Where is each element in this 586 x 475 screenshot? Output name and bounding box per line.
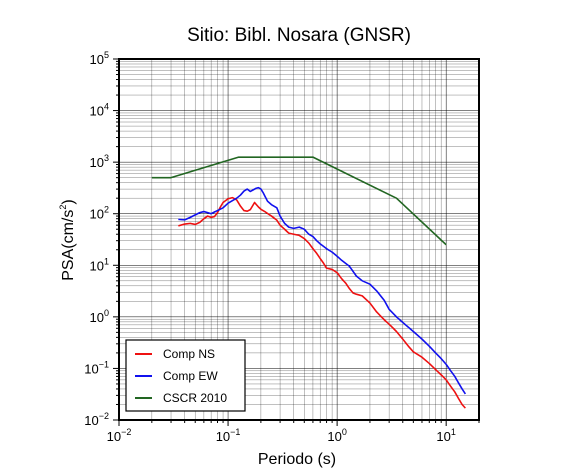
y-tick-label-base: 10 [90, 104, 104, 119]
series-line-1 [178, 186, 467, 395]
y-tick-label: 100 [90, 308, 109, 325]
y-tick-label: 10−1 [84, 359, 109, 376]
x-tick-label-exponent: −2 [121, 427, 131, 437]
legend: Comp NS Comp EW CSCR 2010 [125, 339, 246, 412]
x-tick-label-base: 10 [436, 429, 450, 444]
x-tick-label-base: 10 [216, 429, 230, 444]
y-tick-label: 10−2 [84, 411, 109, 428]
y-tick-label: 105 [90, 50, 109, 67]
y-axis-label-close: ) [60, 199, 77, 204]
y-tick-label-exponent: 5 [104, 50, 109, 60]
y-axis-label: PSA(cm/s2) [58, 199, 77, 280]
x-tick-label: 10−2 [107, 427, 132, 444]
y-tick-label-exponent: 3 [104, 153, 109, 163]
legend-label-2: CSCR 2010 [163, 391, 227, 405]
y-tick-label-exponent: 4 [104, 102, 109, 112]
y-tick-label-base: 10 [84, 413, 98, 428]
y-tick-label: 102 [90, 205, 109, 222]
y-tick-label-base: 10 [84, 361, 98, 376]
x-tick-label: 10−1 [216, 427, 241, 444]
plot-grid [118, 58, 480, 421]
series-line-2 [151, 156, 447, 246]
plot-frame [118, 58, 480, 421]
y-tick-label-base: 10 [90, 52, 104, 67]
chart-title: Sitio: Bibl. Nosara (GNSR) [187, 25, 411, 46]
x-tick-label: 101 [436, 427, 455, 444]
x-tick-label-exponent: 0 [342, 427, 347, 437]
y-tick-label-base: 10 [90, 310, 104, 325]
x-tick-label-base: 10 [327, 429, 341, 444]
y-tick-label-exponent: 2 [104, 205, 109, 215]
y-tick-label-base: 10 [90, 258, 104, 273]
series-line-0 [178, 196, 466, 409]
y-tick-label-exponent: −2 [99, 411, 109, 421]
y-tick-label-base: 10 [90, 155, 104, 170]
y-tick-label-base: 10 [90, 207, 104, 222]
y-tick-label: 103 [90, 153, 109, 170]
x-tick-label-exponent: −1 [230, 427, 240, 437]
y-tick-label: 104 [90, 102, 109, 119]
x-axis-label: Periodo (s) [258, 451, 336, 468]
x-tick-label-exponent: 1 [451, 427, 456, 437]
y-tick-label-exponent: 0 [104, 308, 109, 318]
x-tick-label: 100 [327, 427, 346, 444]
series-group [151, 156, 467, 409]
legend-label-1: Comp EW [163, 369, 218, 383]
x-axis-ticks: 10−2 10−1 100 101 [107, 420, 480, 444]
y-tick-label-exponent: 1 [104, 256, 109, 266]
y-tick-label-exponent: −1 [99, 359, 109, 369]
y-axis-label-main: PSA(cm/s [60, 210, 77, 281]
x-tick-label-base: 10 [107, 429, 121, 444]
legend-label-0: Comp NS [163, 347, 215, 361]
y-axis-label-exponent: 2 [58, 205, 68, 210]
y-tick-label: 101 [90, 256, 109, 273]
